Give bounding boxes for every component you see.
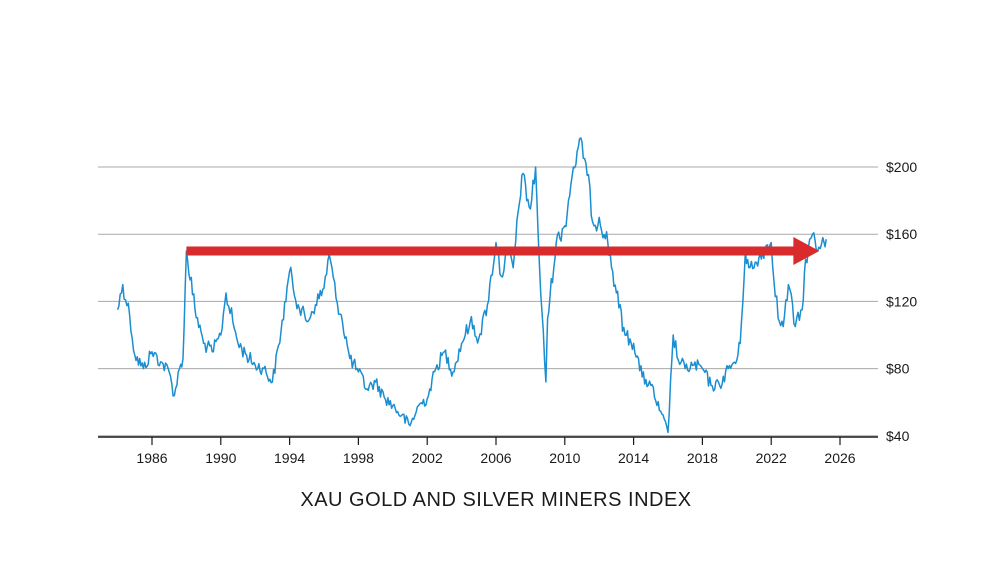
x-tick-label: 1998 [343,450,374,466]
x-tick-label: 1994 [274,450,305,466]
trend-arrow [186,237,820,265]
x-ticks: 1986 1990 1994 1998 2002 2006 2010 2014 2018 2022… [136,437,856,466]
y-tick-labels: $40 $80 $120 $160 $200 [886,159,917,444]
x-tick-label: 2006 [480,450,511,466]
series-group [116,137,827,434]
x-tick-label: 1990 [205,450,236,466]
y-tick-label: $120 [886,293,917,309]
x-tick-label: 2022 [756,450,787,466]
series-line [116,137,827,434]
x-tick-label: 2002 [412,450,443,466]
x-tick-label: 2026 [824,450,855,466]
chart-title: XAU GOLD AND SILVER MINERS INDEX [300,489,691,511]
x-tick-label: 2018 [687,450,718,466]
x-tick-label: 1986 [136,450,167,466]
arrow-head [793,237,820,265]
y-tick-label: $40 [886,428,910,444]
y-tick-label: $80 [886,361,910,377]
y-tick-label: $200 [886,159,917,175]
y-tick-label: $160 [886,226,917,242]
x-tick-label: 2010 [549,450,580,466]
x-tick-label: 2014 [618,450,649,466]
